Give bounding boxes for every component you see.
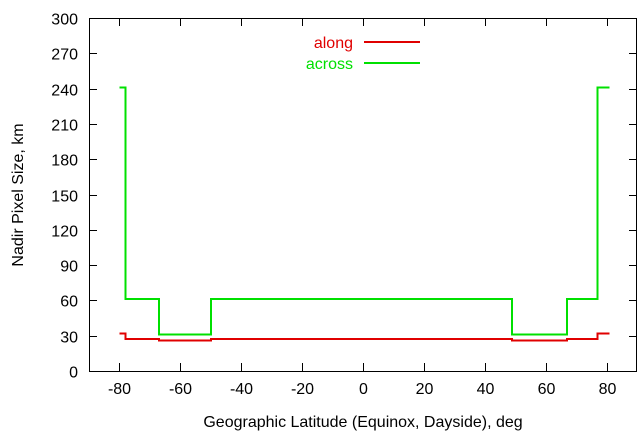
x-tick-label: -60 bbox=[169, 381, 192, 398]
x-tick-label: 40 bbox=[477, 381, 495, 398]
x-tick-label: 80 bbox=[599, 381, 617, 398]
y-tick-label: 0 bbox=[69, 365, 78, 382]
y-axis-title: Nadir Pixel Size, km bbox=[10, 123, 27, 266]
x-axis-title: Geographic Latitude (Equinox, Dayside), … bbox=[203, 414, 522, 431]
series-line-across bbox=[119, 86, 610, 336]
series-line-along bbox=[119, 332, 610, 342]
y-tick-label: 240 bbox=[51, 83, 78, 100]
y-tick-label: 150 bbox=[51, 189, 78, 206]
legend-label-across: across bbox=[306, 56, 353, 73]
x-tick-label: -20 bbox=[291, 381, 314, 398]
x-tick-label: 0 bbox=[359, 381, 368, 398]
x-axis-ticks: -80 -60 -40 -20 0 20 40 60 80 bbox=[108, 18, 617, 398]
y-tick-label: 120 bbox=[51, 224, 78, 241]
x-tick-label: 20 bbox=[416, 381, 434, 398]
y-tick-label: 210 bbox=[51, 118, 78, 135]
x-tick-label: -40 bbox=[230, 381, 253, 398]
y-tick-label: 270 bbox=[51, 47, 78, 64]
y-tick-label: 90 bbox=[60, 259, 78, 276]
y-tick-label: 30 bbox=[60, 330, 78, 347]
series-layer bbox=[119, 86, 610, 342]
y-tick-label: 60 bbox=[60, 294, 78, 311]
x-tick-label: -80 bbox=[108, 381, 131, 398]
x-tick-label: 60 bbox=[538, 381, 556, 398]
y-tick-label: 180 bbox=[51, 153, 78, 170]
legend-label-along: along bbox=[314, 35, 353, 52]
legend: along across bbox=[306, 35, 420, 73]
plot-border bbox=[89, 18, 637, 372]
y-tick-label: 300 bbox=[51, 12, 78, 29]
plot-frame bbox=[89, 18, 637, 372]
y-axis-ticks: 0 30 60 90 120 150 180 210 240 270 300 bbox=[51, 12, 637, 382]
